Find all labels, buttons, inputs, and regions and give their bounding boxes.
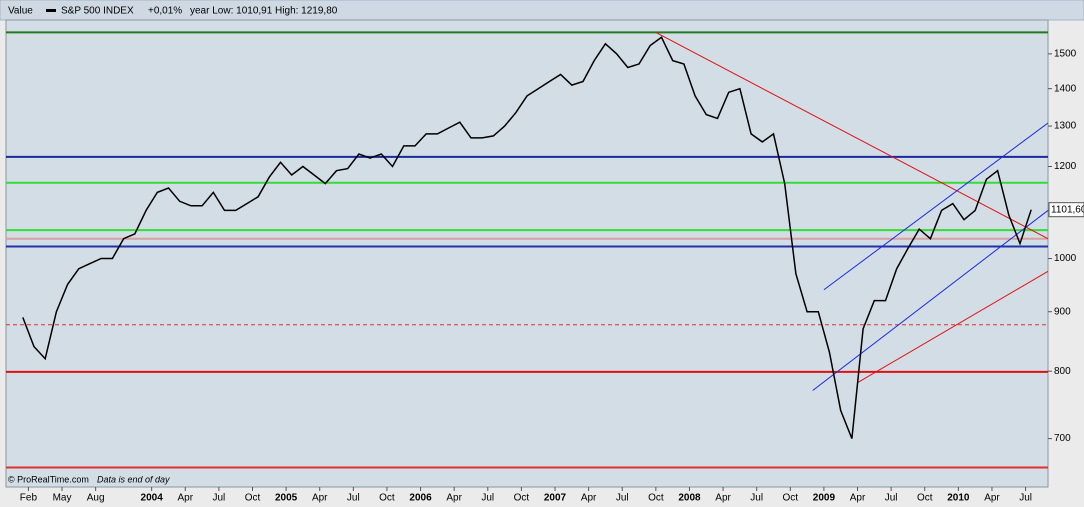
- x-tick-label: Jul: [750, 493, 763, 504]
- x-tick-label: Oct: [245, 493, 261, 504]
- x-tick-label: Apr: [850, 493, 866, 504]
- legend-label: S&P 500 INDEX: [61, 6, 134, 17]
- plot-area: [5, 19, 1049, 488]
- trend-line: [857, 270, 1049, 384]
- price-line: [22, 36, 1032, 439]
- last-value-label: 1101,60: [1051, 204, 1084, 215]
- x-tick-label: 2010: [947, 493, 970, 504]
- x-tick-label: 2007: [544, 493, 567, 504]
- x-tick-label: Oct: [917, 493, 933, 504]
- x-tick-label: Jul: [212, 493, 225, 504]
- x-tick-label: Feb: [20, 493, 38, 504]
- y-tick-label: 800: [1054, 366, 1071, 377]
- x-tick-label: Oct: [648, 493, 664, 504]
- x-tick-label: Jul: [1019, 493, 1032, 504]
- footer-source: © ProRealTime.com: [8, 474, 89, 484]
- x-tick-label: Aug: [87, 493, 105, 504]
- x-tick-label: 2004: [141, 493, 164, 504]
- x-tick-label: 2009: [813, 493, 836, 504]
- trend-line: [823, 122, 1049, 291]
- x-tick-label: May: [53, 493, 72, 504]
- header-change: +0,01%: [148, 6, 182, 17]
- x-tick-label: Jul: [616, 493, 629, 504]
- trend-line: [812, 210, 1049, 391]
- x-tick-label: 2006: [409, 493, 432, 504]
- y-tick-label: 900: [1054, 306, 1071, 317]
- x-tick-label: Apr: [177, 493, 193, 504]
- x-tick-label: Jul: [481, 493, 494, 504]
- x-tick-label: Apr: [715, 493, 731, 504]
- x-tick-label: Apr: [312, 493, 328, 504]
- header-label: Value: [8, 6, 33, 17]
- legend-swatch: [46, 9, 56, 12]
- x-tick-label: 2005: [275, 493, 298, 504]
- y-tick-label: 1500: [1054, 48, 1077, 59]
- x-tick-label: Jul: [347, 493, 360, 504]
- y-tick-label: 1000: [1054, 253, 1077, 264]
- header-range: year Low: 1010,91 High: 1219,80: [190, 6, 338, 17]
- x-tick-label: Oct: [783, 493, 799, 504]
- x-tick-label: Jul: [885, 493, 898, 504]
- y-tick-label: 1300: [1054, 121, 1077, 132]
- y-tick-label: 700: [1054, 433, 1071, 444]
- last-value-box: [1048, 202, 1084, 218]
- x-tick-label: Apr: [581, 493, 597, 504]
- y-tick-label: 1400: [1054, 83, 1077, 94]
- footer-note: Data is end of day: [97, 474, 170, 484]
- x-tick-label: Apr: [984, 493, 1000, 504]
- trend-line: [655, 31, 1049, 240]
- x-tick-label: 2008: [678, 493, 701, 504]
- x-tick-label: Oct: [379, 493, 395, 504]
- y-tick-label: 1200: [1054, 161, 1077, 172]
- x-tick-label: Apr: [446, 493, 462, 504]
- x-tick-label: Oct: [514, 493, 530, 504]
